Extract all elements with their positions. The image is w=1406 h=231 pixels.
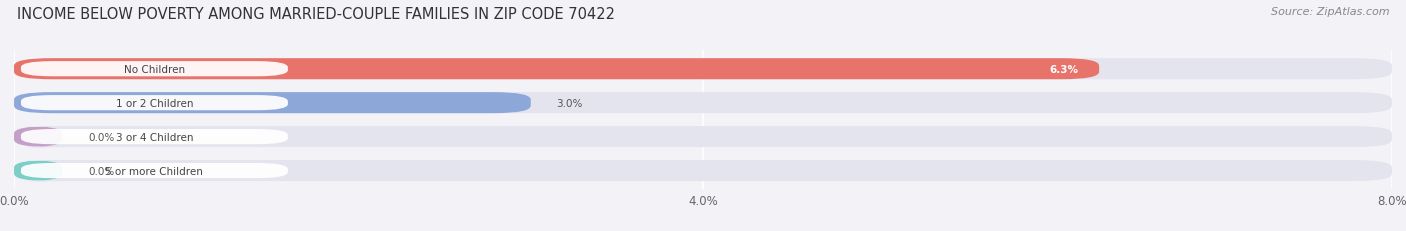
FancyBboxPatch shape — [14, 93, 1392, 114]
Text: 6.3%: 6.3% — [1049, 64, 1078, 74]
Text: 0.0%: 0.0% — [89, 132, 114, 142]
FancyBboxPatch shape — [14, 160, 62, 181]
Text: Source: ZipAtlas.com: Source: ZipAtlas.com — [1271, 7, 1389, 17]
FancyBboxPatch shape — [21, 62, 288, 77]
Text: 3 or 4 Children: 3 or 4 Children — [115, 132, 193, 142]
Text: No Children: No Children — [124, 64, 186, 74]
Text: 5 or more Children: 5 or more Children — [105, 166, 204, 176]
FancyBboxPatch shape — [14, 127, 62, 148]
FancyBboxPatch shape — [21, 130, 288, 145]
Text: 0.0%: 0.0% — [89, 166, 114, 176]
FancyBboxPatch shape — [21, 96, 288, 111]
FancyBboxPatch shape — [14, 93, 531, 114]
Text: 1 or 2 Children: 1 or 2 Children — [115, 98, 193, 108]
FancyBboxPatch shape — [14, 59, 1392, 80]
FancyBboxPatch shape — [14, 127, 1392, 148]
FancyBboxPatch shape — [14, 59, 1099, 80]
FancyBboxPatch shape — [14, 160, 1392, 181]
FancyBboxPatch shape — [21, 163, 288, 178]
Text: INCOME BELOW POVERTY AMONG MARRIED-COUPLE FAMILIES IN ZIP CODE 70422: INCOME BELOW POVERTY AMONG MARRIED-COUPL… — [17, 7, 614, 22]
Text: 3.0%: 3.0% — [557, 98, 583, 108]
